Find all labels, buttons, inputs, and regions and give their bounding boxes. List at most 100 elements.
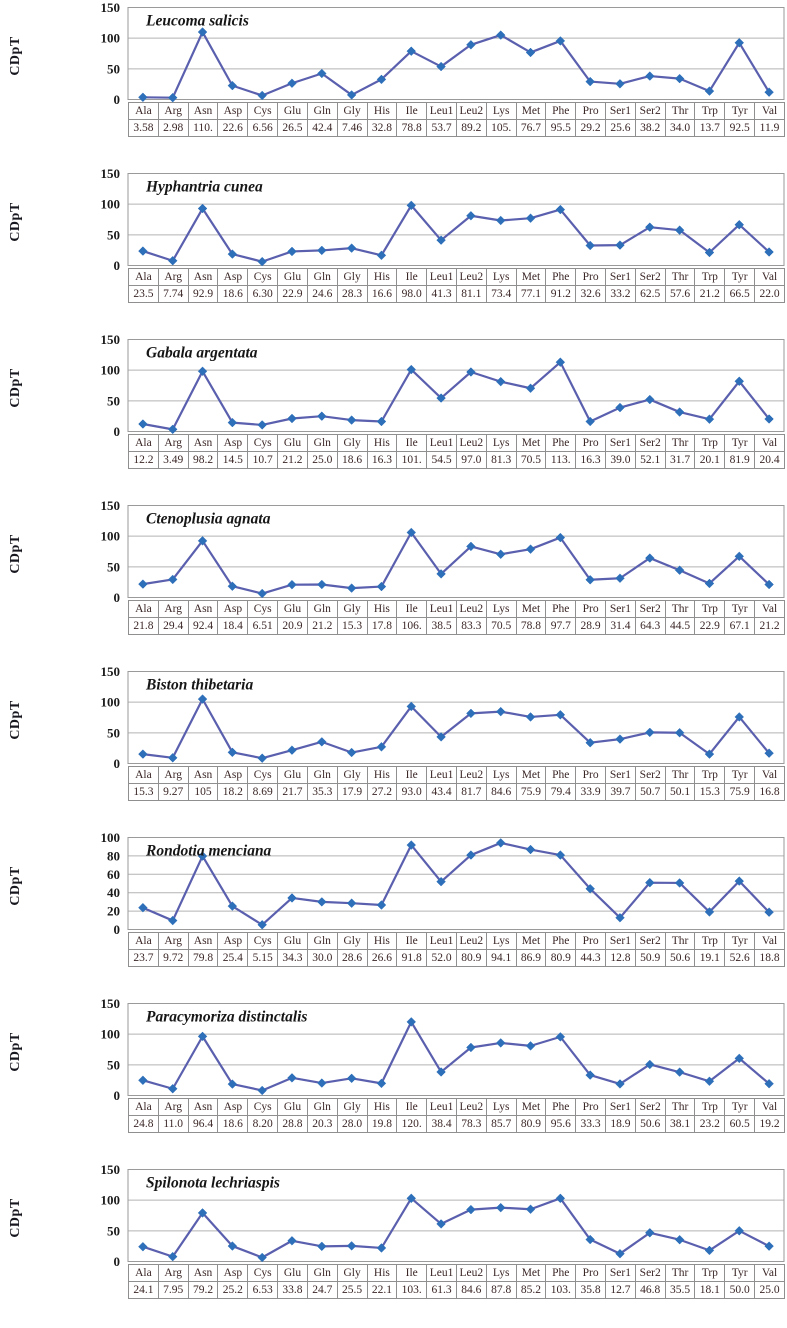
amino-acid-header-cell: Phe <box>545 600 577 618</box>
data-point-marker-Tyr <box>734 712 745 722</box>
value-cell: 21.2 <box>306 617 338 635</box>
amino-acid-header-cell: Leu2 <box>455 932 487 950</box>
value-cell: 33.3 <box>575 1115 606 1133</box>
data-point-marker-Ser2 <box>645 1228 655 1238</box>
amino-acid-header-cell: Trp <box>694 1264 726 1282</box>
value-cell: 28.8 <box>277 1115 308 1133</box>
value-cell: 15.3 <box>694 783 726 801</box>
table-row-categories: Ala Arg Asn Asp Cys Glu Gln Gly His Ile Leu1 Leu2 Ly… <box>128 1098 785 1116</box>
data-point-marker-Phe <box>555 532 566 543</box>
amino-acid-header-cell: Leu2 <box>455 268 487 286</box>
amino-acid-header-cell: Met <box>515 102 547 120</box>
y-tick-label: 100 <box>101 197 121 212</box>
amino-acid-header-cell: Phe <box>545 102 577 120</box>
amino-acid-header-cell: Ala <box>128 600 159 618</box>
data-point-marker-Ser1 <box>615 1079 625 1089</box>
y-tick-label: 50 <box>107 725 120 740</box>
value-cell: 16.3 <box>366 451 398 469</box>
data-point-marker-Leu1 <box>436 732 446 742</box>
value-cell: 28.9 <box>575 617 606 635</box>
value-cell: 43.4 <box>426 783 457 801</box>
value-cell: 41.3 <box>426 285 457 303</box>
plot-border <box>127 173 785 266</box>
data-point-marker-Lys <box>495 30 506 40</box>
line-plot: 0 50 100 150 Biston thibetaria <box>101 664 785 771</box>
amino-acid-header-cell: Ile <box>396 932 428 950</box>
value-cell: 25.2 <box>217 1281 249 1299</box>
value-cell: 22.6 <box>217 119 249 137</box>
data-point-marker-Leu2 <box>466 1204 476 1215</box>
data-point-marker-Gly <box>346 747 357 758</box>
value-cell: 78.3 <box>455 1115 487 1133</box>
value-cell: 19.2 <box>754 1115 785 1133</box>
amino-acid-header-cell: Ile <box>396 102 428 120</box>
value-cell: 94.1 <box>485 949 517 967</box>
amino-acid-header-cell: Ser1 <box>605 434 636 452</box>
value-cell: 93.0 <box>396 783 428 801</box>
data-point-marker-Lys <box>495 376 506 387</box>
amino-acid-header-cell: Phe <box>545 766 577 784</box>
data-point-marker-Ser1 <box>615 734 625 744</box>
value-cell: 70.5 <box>485 617 517 635</box>
amino-acid-header-cell: Ile <box>396 600 428 618</box>
value-cell: 21.2 <box>694 285 726 303</box>
value-cell: 33.8 <box>277 1281 308 1299</box>
amino-acid-header-cell: Ser1 <box>605 932 636 950</box>
amino-acid-header-cell: Leu1 <box>426 1264 457 1282</box>
value-cell: 3.58 <box>128 119 159 137</box>
y-tick-label: 100 <box>101 830 121 845</box>
data-point-marker-Ile <box>406 701 417 712</box>
amino-acid-header-cell: His <box>366 434 398 452</box>
data-point-marker-Ser2 <box>645 877 655 888</box>
value-cell: 16.6 <box>366 285 398 303</box>
value-cell: 20.9 <box>277 617 308 635</box>
data-point-marker-His <box>376 581 387 592</box>
amino-acid-header-cell: Asn <box>187 932 219 950</box>
data-point-marker-Ser1 <box>615 1248 625 1259</box>
data-point-marker-His <box>376 250 387 261</box>
value-cell: 80.9 <box>545 949 577 967</box>
data-point-marker-Leu2 <box>466 708 476 719</box>
amino-acid-header-cell: Leu1 <box>426 102 457 120</box>
amino-acid-header-cell: Thr <box>664 766 696 784</box>
y-tick-label: 100 <box>101 529 121 544</box>
data-point-marker-Ser1 <box>615 240 625 250</box>
data-point-marker-Ala <box>138 246 148 256</box>
value-cell: 105 <box>187 783 219 801</box>
amino-acid-header-cell: Glu <box>277 932 308 950</box>
y-axis-title: CDpT <box>8 1198 23 1238</box>
data-point-marker-Asp <box>227 1079 238 1089</box>
value-cell: 23.2 <box>694 1115 726 1133</box>
amino-acid-header-cell: Thr <box>664 1098 696 1116</box>
amino-acid-header-cell: Trp <box>694 268 726 286</box>
data-table: Ala Arg Asn Asp Cys Glu Gln Gly His Ile Leu1 Leu2 Ly… <box>128 268 785 303</box>
value-cell: 16.8 <box>754 783 785 801</box>
amino-acid-header-cell: Thr <box>664 102 696 120</box>
value-cell: 77.1 <box>515 285 547 303</box>
value-cell: 57.6 <box>664 285 696 303</box>
value-cell: 12.2 <box>128 451 159 469</box>
amino-acid-header-cell: Asp <box>217 932 249 950</box>
data-point-marker-Pro <box>585 76 595 87</box>
value-cell: 105. <box>485 119 517 137</box>
value-cell: 95.5 <box>545 119 577 137</box>
data-point-marker-Pro <box>585 883 595 894</box>
data-point-marker-Leu1 <box>436 876 446 887</box>
value-cell: 35.8 <box>575 1281 606 1299</box>
table-row-categories: Ala Arg Asn Asp Cys Glu Gln Gly His Ile Leu1 Leu2 Ly… <box>128 434 785 452</box>
amino-acid-header-cell: Thr <box>664 932 696 950</box>
value-cell: 83.3 <box>455 617 487 635</box>
value-cell: 25.4 <box>217 949 249 967</box>
amino-acid-header-cell: Lys <box>485 1264 517 1282</box>
amino-acid-header-cell: Ile <box>396 268 428 286</box>
amino-acid-header-cell: Leu1 <box>426 1098 457 1116</box>
data-point-marker-Glu <box>287 413 297 424</box>
value-cell: 24.8 <box>128 1115 159 1133</box>
value-cell: 22.9 <box>277 285 308 303</box>
amino-acid-header-cell: Val <box>754 932 785 950</box>
data-point-marker-Ile <box>406 364 417 375</box>
y-tick-label: 50 <box>107 227 120 242</box>
data-point-marker-Gln <box>317 897 327 907</box>
value-cell: 25.0 <box>306 451 338 469</box>
amino-acid-header-cell: Trp <box>694 766 726 784</box>
